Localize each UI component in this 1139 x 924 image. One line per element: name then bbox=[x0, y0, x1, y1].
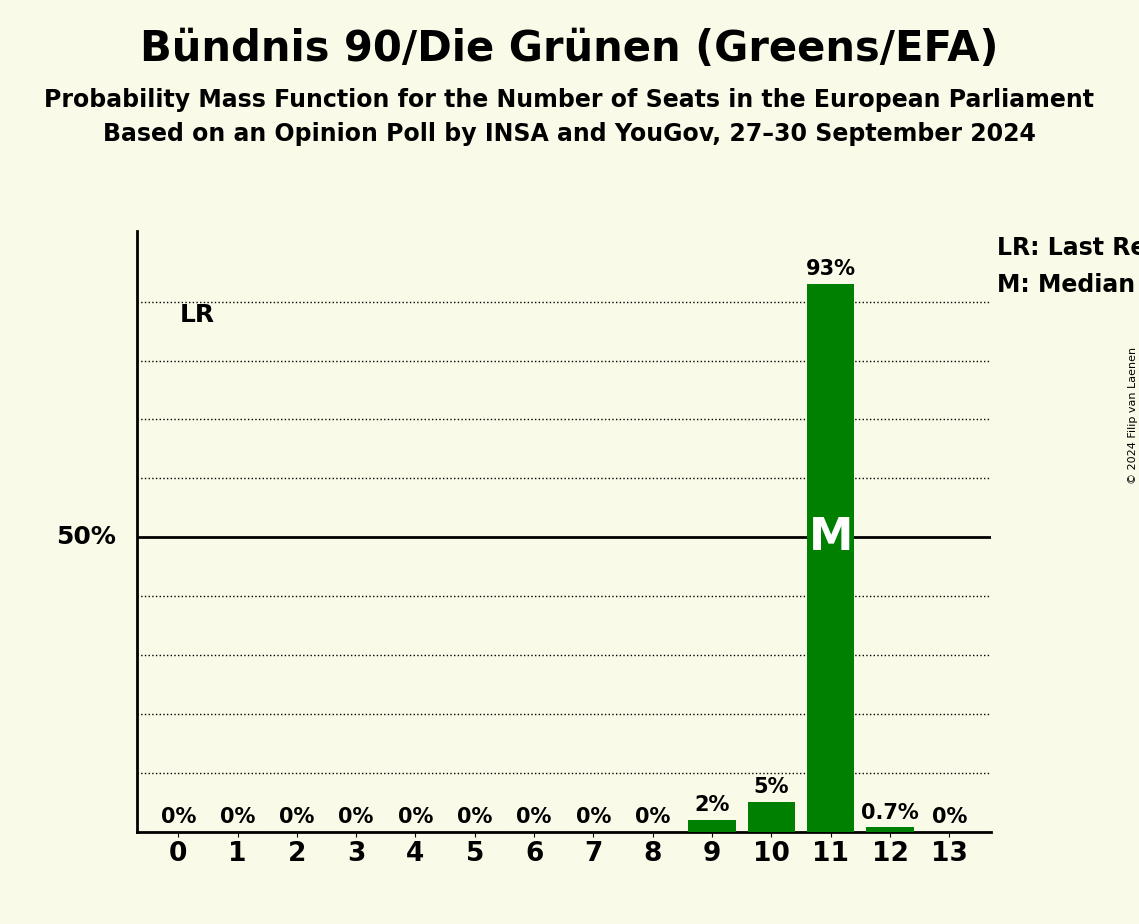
Text: M: M bbox=[809, 516, 853, 559]
Text: Bündnis 90/Die Grünen (Greens/EFA): Bündnis 90/Die Grünen (Greens/EFA) bbox=[140, 28, 999, 69]
Text: 0%: 0% bbox=[279, 807, 314, 827]
Bar bbox=[688, 820, 736, 832]
Bar bbox=[747, 802, 795, 832]
Text: 0.7%: 0.7% bbox=[861, 803, 919, 822]
Text: 0%: 0% bbox=[932, 807, 967, 827]
Text: 0%: 0% bbox=[220, 807, 255, 827]
Text: M: Median: M: Median bbox=[997, 273, 1134, 297]
Text: 5%: 5% bbox=[754, 777, 789, 797]
Text: Based on an Opinion Poll by INSA and YouGov, 27–30 September 2024: Based on an Opinion Poll by INSA and You… bbox=[103, 122, 1036, 146]
Text: LR: Last Result: LR: Last Result bbox=[997, 236, 1139, 260]
Text: LR: LR bbox=[180, 303, 214, 327]
Text: Probability Mass Function for the Number of Seats in the European Parliament: Probability Mass Function for the Number… bbox=[44, 88, 1095, 112]
Text: 0%: 0% bbox=[398, 807, 433, 827]
Text: 0%: 0% bbox=[576, 807, 612, 827]
Bar bbox=[867, 828, 913, 832]
Bar bbox=[808, 284, 854, 832]
Text: 0%: 0% bbox=[516, 807, 551, 827]
Text: 0%: 0% bbox=[636, 807, 671, 827]
Text: 0%: 0% bbox=[338, 807, 374, 827]
Text: 50%: 50% bbox=[56, 525, 116, 549]
Text: 93%: 93% bbox=[805, 260, 855, 279]
Text: 2%: 2% bbox=[695, 796, 730, 815]
Text: © 2024 Filip van Laenen: © 2024 Filip van Laenen bbox=[1129, 347, 1138, 484]
Text: 0%: 0% bbox=[457, 807, 492, 827]
Text: 0%: 0% bbox=[161, 807, 196, 827]
